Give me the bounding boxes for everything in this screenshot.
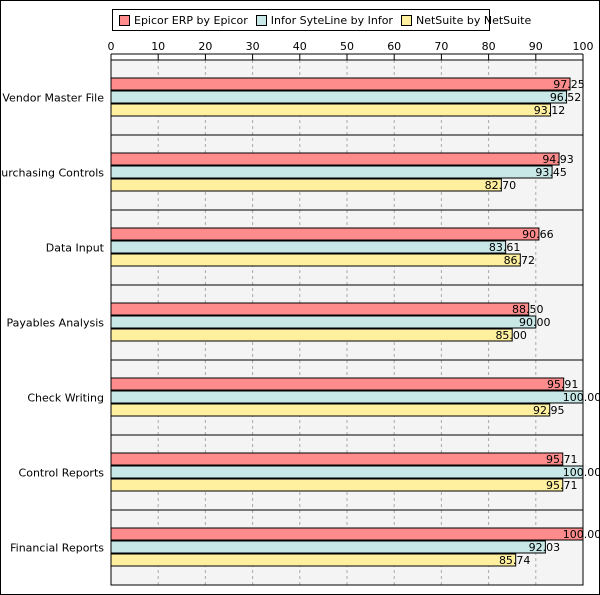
legend-swatch-epicor xyxy=(119,14,130,26)
legend: Epicor ERP by Epicor Infor SyteLine by I… xyxy=(112,9,531,31)
data-label: 94.93 xyxy=(542,153,574,166)
legend-label-epicor: Epicor ERP by Epicor xyxy=(134,13,248,27)
category-label: Purchasing Controls xyxy=(0,167,104,180)
bar xyxy=(110,165,553,179)
bar xyxy=(110,377,565,391)
bar xyxy=(110,390,584,404)
legend-swatch-netsuite xyxy=(400,14,412,26)
data-label: 96.52 xyxy=(550,91,582,104)
legend-item-infor: Infor SyteLine by Infor xyxy=(255,13,393,27)
data-label: 95.91 xyxy=(547,378,579,391)
category-label: Data Input xyxy=(46,242,105,255)
bar xyxy=(110,465,584,479)
bar xyxy=(110,227,540,241)
data-label: 100.00 xyxy=(563,528,600,541)
plot-border xyxy=(110,59,584,586)
category-label: Vendor Master File xyxy=(2,92,104,105)
legend-item-netsuite: NetSuite by NetSuite xyxy=(400,13,532,27)
x-tick-label: 50 xyxy=(340,40,354,53)
bar xyxy=(110,553,517,567)
bar xyxy=(110,403,551,417)
bar xyxy=(110,77,571,91)
data-label: 90.66 xyxy=(522,228,554,241)
bar xyxy=(110,478,564,492)
data-label: 95.71 xyxy=(546,479,578,492)
bar xyxy=(110,178,502,192)
bar xyxy=(110,315,537,329)
bar xyxy=(110,540,546,554)
data-label: 85.74 xyxy=(499,554,531,567)
x-tick-label: 20 xyxy=(198,40,212,53)
data-label: 97.25 xyxy=(553,78,585,91)
bar xyxy=(110,240,507,254)
x-tick-label: 30 xyxy=(246,40,260,53)
legend-label-netsuite: NetSuite by NetSuite xyxy=(415,13,532,27)
x-tick-label: 80 xyxy=(482,40,496,53)
bar xyxy=(110,103,552,117)
x-tick-label: 10 xyxy=(151,40,165,53)
data-label: 85.00 xyxy=(495,329,527,342)
category-label: Control Reports xyxy=(19,467,105,480)
bar xyxy=(110,328,513,342)
category-label: Check Writing xyxy=(27,392,104,405)
data-label: 93.12 xyxy=(534,104,566,117)
bar xyxy=(110,452,564,466)
data-label: 82.70 xyxy=(485,179,517,192)
bar xyxy=(110,90,568,104)
legend-item-epicor: Epicor ERP by Epicor xyxy=(119,14,248,27)
x-tick-label: 70 xyxy=(434,40,448,53)
x-tick-label: 0 xyxy=(108,40,115,53)
legend-label-infor: Infor SyteLine by Infor xyxy=(270,13,393,27)
x-tick-label: 60 xyxy=(387,40,401,53)
bar xyxy=(110,253,521,267)
data-label: 100.00 xyxy=(563,391,600,404)
data-label: 90.00 xyxy=(519,316,551,329)
bar xyxy=(110,527,584,541)
data-label: 92.95 xyxy=(533,404,565,417)
legend-swatch-infor xyxy=(255,14,267,26)
data-label: 93.45 xyxy=(535,166,567,179)
data-label: 95.71 xyxy=(546,453,578,466)
data-label: 100.00 xyxy=(563,466,600,479)
x-tick-label: 40 xyxy=(293,40,307,53)
data-label: 83.61 xyxy=(489,241,521,254)
x-tick-label: 90 xyxy=(529,40,543,53)
category-label: Payables Analysis xyxy=(7,317,105,330)
bar xyxy=(110,302,530,316)
data-label: 92.03 xyxy=(529,541,561,554)
category-label: Financial Reports xyxy=(10,542,104,555)
bar xyxy=(110,152,560,166)
x-tick-label: 100 xyxy=(573,40,594,53)
data-label: 86.72 xyxy=(504,254,536,267)
data-label: 88.50 xyxy=(512,303,544,316)
